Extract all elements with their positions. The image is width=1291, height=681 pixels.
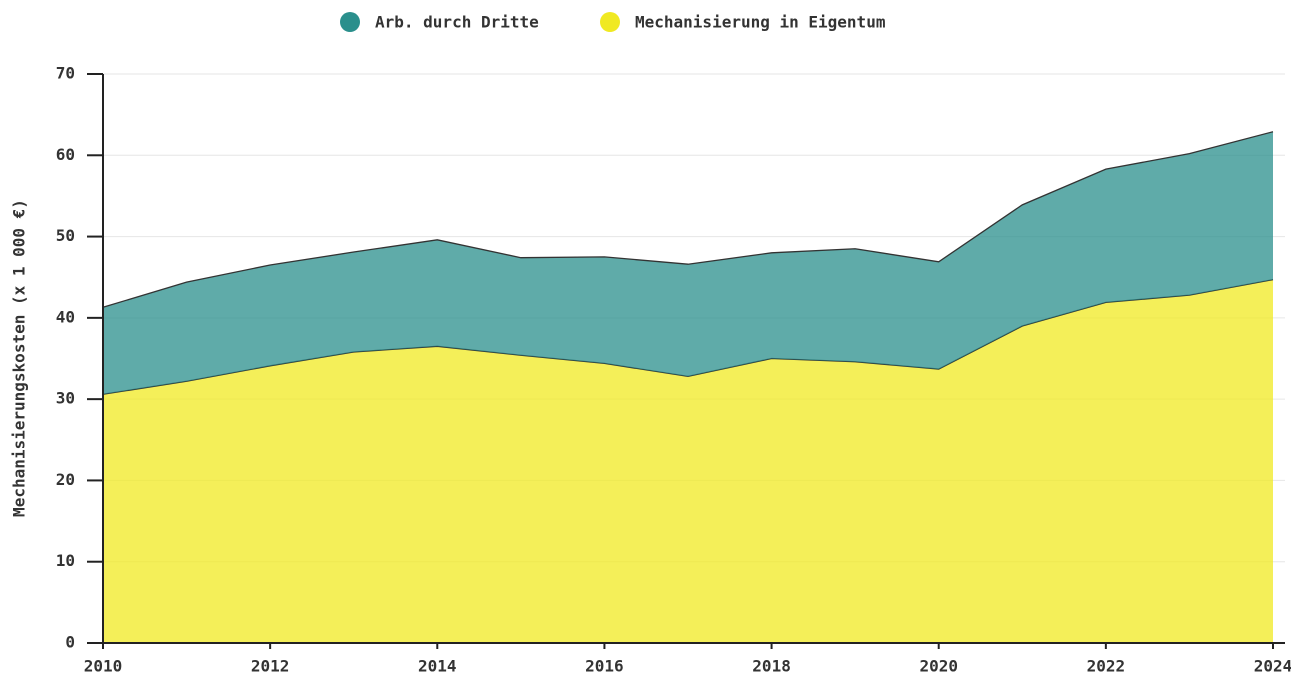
y-tick-label: 30 [56,389,75,408]
y-tick-label: 70 [56,64,75,83]
area-line [102,279,1274,395]
y-tick-label: 20 [56,470,75,489]
y-tick-label: 10 [56,551,75,570]
y-tick-label: 0 [65,633,75,652]
x-tick-label: 2012 [251,657,290,676]
x-tick-label: 2020 [919,657,958,676]
x-tick-label: 2024 [1254,657,1291,676]
y-tick-label: 40 [56,307,75,326]
area [103,279,1273,643]
x-tick-label: 2022 [1087,657,1126,676]
y-tick-label: 60 [56,145,75,164]
y-tick-label: 50 [56,226,75,245]
x-tick-label: 2014 [418,657,457,676]
x-tick-label: 2018 [752,657,791,676]
legend-label: Mechanisierung in Eigentum [635,13,886,32]
area-line [102,131,1274,308]
legend-label: Arb. durch Dritte [375,13,539,32]
area [103,131,1273,395]
x-tick-label: 2016 [585,657,624,676]
x-tick-label: 2010 [84,657,123,676]
legend-swatch [600,12,620,32]
legend-swatch [340,12,360,32]
y-axis-label: Mechanisierungskosten (x 1 000 €) [10,199,29,517]
